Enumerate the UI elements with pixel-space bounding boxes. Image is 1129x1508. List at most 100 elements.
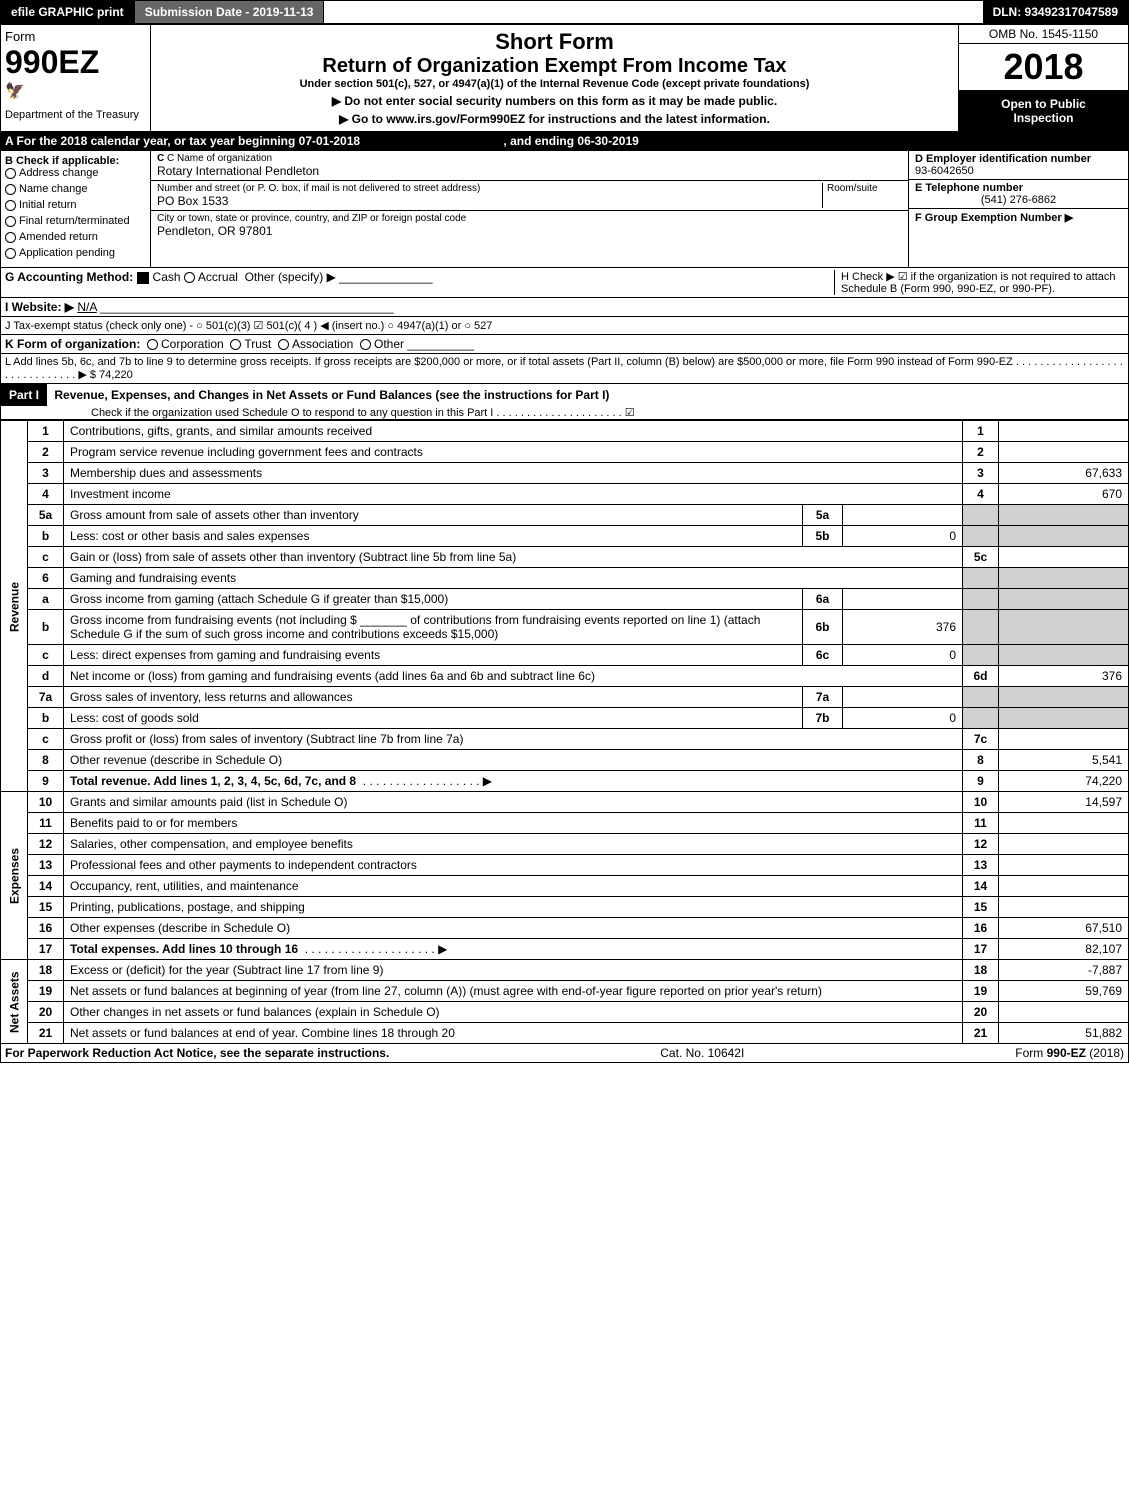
line-6b-desc: Gross income from fundraising events (no…	[64, 610, 803, 645]
line-1-rn: 1	[963, 421, 999, 442]
line-g-h: G Accounting Method: Cash Accrual Other …	[0, 268, 1129, 298]
line-14-rn: 14	[963, 876, 999, 897]
line-12-num: 12	[28, 834, 64, 855]
line-17-amt: 82,107	[999, 939, 1129, 960]
assoc-checkbox[interactable]	[278, 339, 289, 350]
line-20-amt	[999, 1002, 1129, 1023]
line-19-rn: 19	[963, 981, 999, 1002]
entity-block: B Check if applicable: Address change Na…	[0, 151, 1129, 268]
line-1-amt	[999, 421, 1129, 442]
accrual-checkbox[interactable]	[184, 272, 195, 283]
line-9-desc: Total revenue. Add lines 1, 2, 3, 4, 5c,…	[64, 771, 963, 792]
street-label: Number and street (or P. O. box, if mail…	[157, 183, 822, 194]
line-17-rn: 17	[963, 939, 999, 960]
line-6a-rn	[963, 589, 999, 610]
line-10-rn: 10	[963, 792, 999, 813]
name-change-checkbox[interactable]: Name change	[5, 183, 146, 195]
other-org-checkbox[interactable]	[360, 339, 371, 350]
line-2-rn: 2	[963, 442, 999, 463]
line-6c-in: 6c	[803, 645, 843, 666]
assoc-label: Association	[292, 337, 353, 351]
application-pending-checkbox[interactable]: Application pending	[5, 247, 146, 259]
line-6a-amt	[999, 589, 1129, 610]
line-14-desc: Occupancy, rent, utilities, and maintena…	[64, 876, 963, 897]
line-7b-num: b	[28, 708, 64, 729]
amended-return-checkbox[interactable]: Amended return	[5, 231, 146, 243]
line-l: L Add lines 5b, 6c, and 7b to line 9 to …	[0, 354, 1129, 384]
initial-return-checkbox[interactable]: Initial return	[5, 199, 146, 211]
line-13-desc: Professional fees and other payments to …	[64, 855, 963, 876]
line-2-desc: Program service revenue including govern…	[64, 442, 963, 463]
group-exemption-label: F Group Exemption Number ▶	[915, 212, 1073, 224]
address-change-checkbox[interactable]: Address change	[5, 167, 146, 179]
line-6-desc: Gaming and fundraising events	[64, 568, 963, 589]
irs-eagle-icon: 🦅	[5, 81, 146, 101]
line-7b-rn	[963, 708, 999, 729]
other-org-label: Other	[374, 337, 404, 351]
line-4-num: 4	[28, 484, 64, 505]
period-begin: A For the 2018 calendar year, or tax yea…	[5, 134, 360, 148]
street-value: PO Box 1533	[157, 194, 822, 208]
goto-link[interactable]: ▶ Go to www.irs.gov/Form990EZ for instru…	[157, 112, 952, 126]
cash-checkbox[interactable]	[137, 272, 149, 284]
line-15-desc: Printing, publications, postage, and shi…	[64, 897, 963, 918]
corp-checkbox[interactable]	[147, 339, 158, 350]
line-i: I Website: ▶ N/A _______________________…	[0, 298, 1129, 317]
line-16-num: 16	[28, 918, 64, 939]
final-return-checkbox[interactable]: Final return/terminated	[5, 215, 146, 227]
line-7b-in: 7b	[803, 708, 843, 729]
line-7a-desc: Gross sales of inventory, less returns a…	[64, 687, 803, 708]
line-7b-iv: 0	[843, 708, 963, 729]
trust-label: Trust	[244, 337, 271, 351]
line-3-num: 3	[28, 463, 64, 484]
line-j: J Tax-exempt status (check only one) - ○…	[0, 317, 1129, 335]
part-1-title: Revenue, Expenses, and Changes in Net As…	[50, 384, 613, 406]
line-21-desc: Net assets or fund balances at end of ye…	[64, 1023, 963, 1044]
line-18-amt: -7,887	[999, 960, 1129, 981]
line-9-num: 9	[28, 771, 64, 792]
line-20-num: 20	[28, 1002, 64, 1023]
line-7c-amt	[999, 729, 1129, 750]
form-word: Form	[5, 29, 146, 44]
website-label: I Website: ▶	[5, 300, 74, 314]
line-16-amt: 67,510	[999, 918, 1129, 939]
line-11-num: 11	[28, 813, 64, 834]
line-15-rn: 15	[963, 897, 999, 918]
line-5c-rn: 5c	[963, 547, 999, 568]
line-6d-desc: Net income or (loss) from gaming and fun…	[64, 666, 963, 687]
line-6c-desc: Less: direct expenses from gaming and fu…	[64, 645, 803, 666]
room-suite-label: Room/suite	[822, 183, 902, 208]
accounting-method-label: G Accounting Method:	[5, 270, 133, 284]
open-to-public: Open to Public Inspection	[959, 91, 1128, 131]
line-6b-amt	[999, 610, 1129, 645]
submission-date-button[interactable]: Submission Date - 2019-11-13	[135, 1, 325, 23]
efile-print-button[interactable]: efile GRAPHIC print	[1, 1, 135, 23]
line-6-num: 6	[28, 568, 64, 589]
box-b: B Check if applicable: Address change Na…	[1, 151, 151, 267]
line-8-desc: Other revenue (describe in Schedule O)	[64, 750, 963, 771]
line-15-amt	[999, 897, 1129, 918]
line-20-rn: 20	[963, 1002, 999, 1023]
line-7a-in: 7a	[803, 687, 843, 708]
line-9-amt: 74,220	[999, 771, 1129, 792]
line-5a-rn	[963, 505, 999, 526]
line-6a-num: a	[28, 589, 64, 610]
line-6a-in: 6a	[803, 589, 843, 610]
return-title: Return of Organization Exempt From Incom…	[157, 55, 952, 78]
form-header: Form 990EZ 🦅 Department of the Treasury …	[0, 24, 1129, 132]
trust-checkbox[interactable]	[230, 339, 241, 350]
line-17-num: 17	[28, 939, 64, 960]
line-3-desc: Membership dues and assessments	[64, 463, 963, 484]
line-6-rn	[963, 568, 999, 589]
phone-label: E Telephone number	[915, 182, 1023, 194]
line-4-amt: 670	[999, 484, 1129, 505]
box-b-label: B Check if applicable:	[5, 155, 119, 167]
line-6d-num: d	[28, 666, 64, 687]
netassets-section-label: Net Assets	[1, 960, 28, 1044]
line-6c-iv: 0	[843, 645, 963, 666]
line-7c-rn: 7c	[963, 729, 999, 750]
short-form-title: Short Form	[157, 29, 952, 55]
line-21-rn: 21	[963, 1023, 999, 1044]
line-7a-amt	[999, 687, 1129, 708]
tax-period-row: A For the 2018 calendar year, or tax yea…	[0, 132, 1129, 151]
